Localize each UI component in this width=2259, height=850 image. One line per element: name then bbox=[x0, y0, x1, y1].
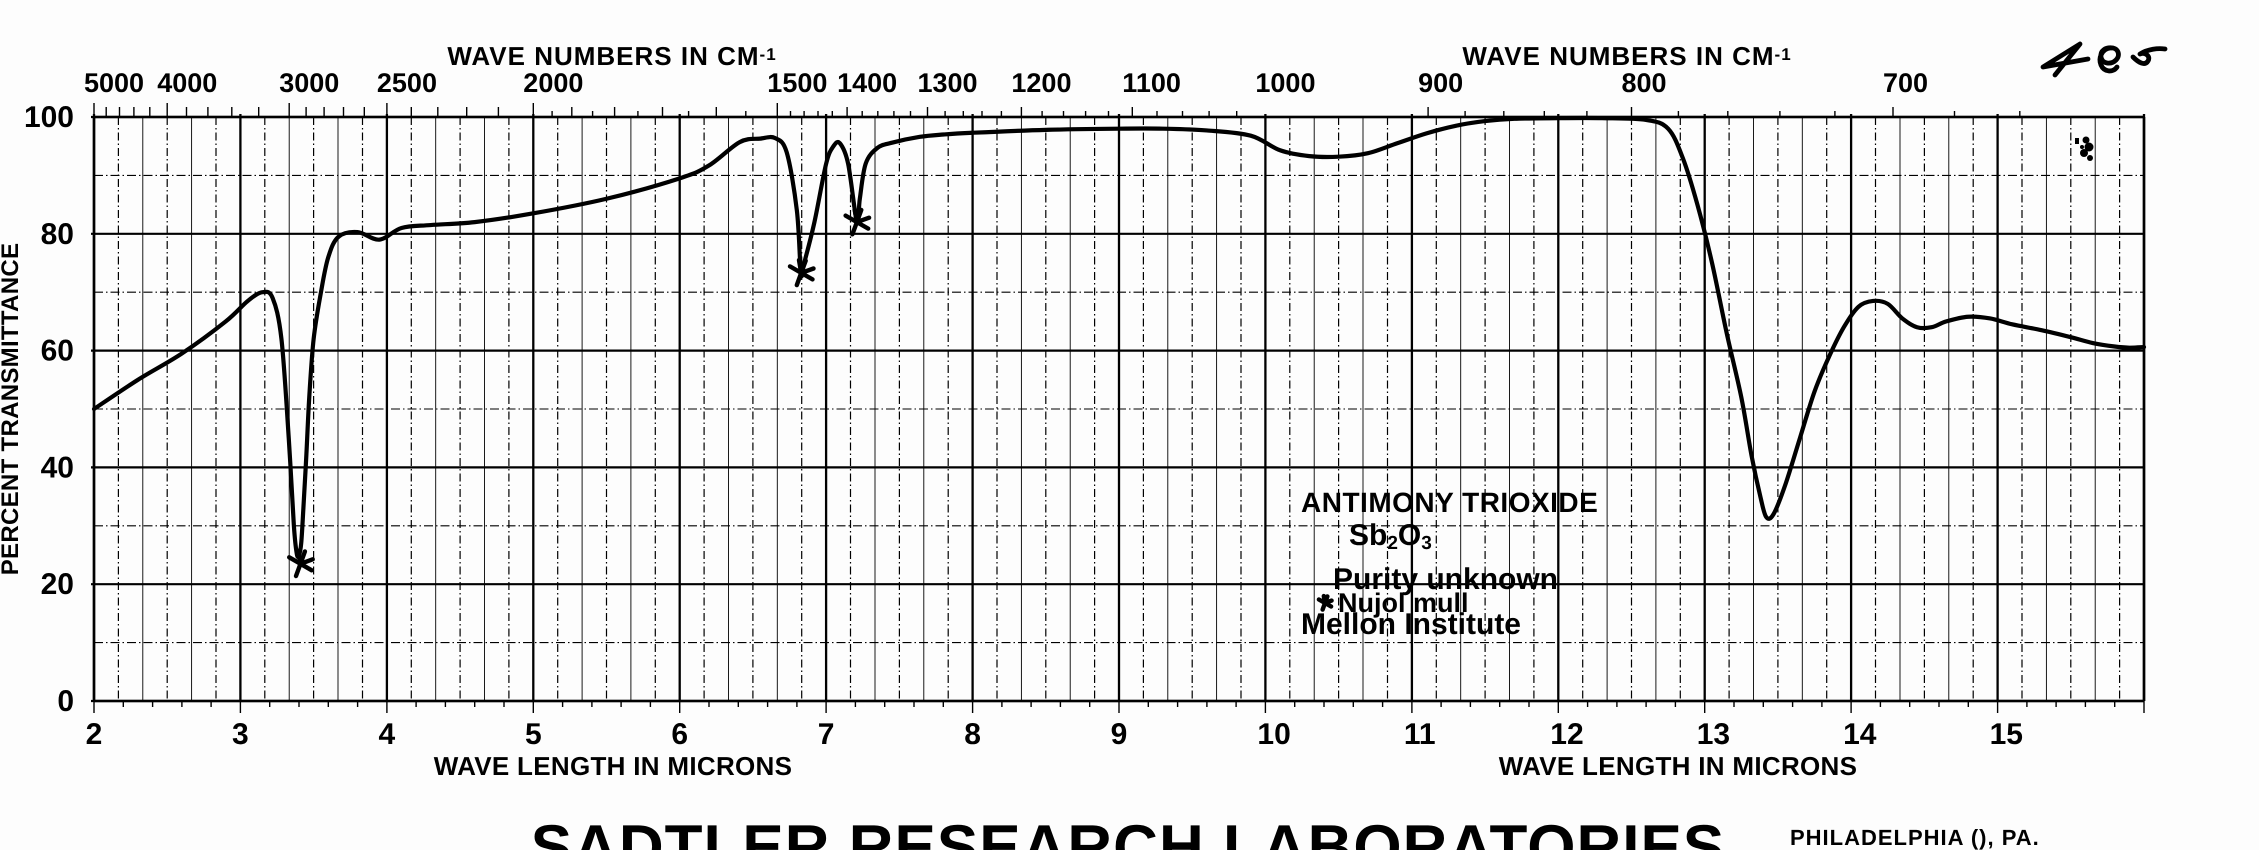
svg-text:6: 6 bbox=[671, 718, 688, 751]
svg-text:1200: 1200 bbox=[1011, 68, 1071, 98]
svg-text:5: 5 bbox=[525, 718, 542, 751]
svg-text:900: 900 bbox=[1418, 68, 1463, 98]
svg-text:WAVE LENGTH IN MICRONS: WAVE LENGTH IN MICRONS bbox=[1499, 751, 1858, 781]
svg-text:800: 800 bbox=[1622, 68, 1667, 98]
svg-text:0: 0 bbox=[57, 685, 74, 718]
svg-text:60: 60 bbox=[41, 335, 74, 368]
svg-text:8: 8 bbox=[964, 718, 981, 751]
svg-text:1000: 1000 bbox=[1255, 68, 1315, 98]
svg-text:3000: 3000 bbox=[279, 68, 339, 98]
svg-text:10: 10 bbox=[1257, 718, 1290, 751]
svg-text:4: 4 bbox=[379, 718, 396, 751]
svg-text:ANTIMONY TRIOXIDE: ANTIMONY TRIOXIDE bbox=[1301, 487, 1598, 518]
svg-text:2: 2 bbox=[86, 718, 103, 751]
svg-text:1400: 1400 bbox=[837, 68, 897, 98]
svg-text:Mellon Institute: Mellon Institute bbox=[1301, 608, 1521, 641]
svg-text:WAVE NUMBERS IN CM-1: WAVE NUMBERS IN CM-1 bbox=[447, 41, 776, 71]
svg-text:PERCENT TRANSMITTANCE: PERCENT TRANSMITTANCE bbox=[0, 243, 24, 576]
svg-text:1500: 1500 bbox=[767, 68, 827, 98]
svg-text:SADTLER RESEARCH LABORATORIES: SADTLER RESEARCH LABORATORIES bbox=[531, 813, 1725, 850]
svg-text:2500: 2500 bbox=[377, 68, 437, 98]
svg-text:13: 13 bbox=[1697, 718, 1730, 751]
svg-text:5000: 5000 bbox=[84, 68, 144, 98]
svg-text:14: 14 bbox=[1843, 718, 1877, 751]
svg-text:100: 100 bbox=[24, 101, 74, 134]
svg-text:WAVE NUMBERS IN CM-1: WAVE NUMBERS IN CM-1 bbox=[1462, 41, 1791, 71]
svg-text:2000: 2000 bbox=[523, 68, 583, 98]
svg-text:4000: 4000 bbox=[157, 68, 217, 98]
svg-text:80: 80 bbox=[41, 218, 74, 251]
svg-text:1100: 1100 bbox=[1122, 68, 1181, 98]
svg-text:1300: 1300 bbox=[918, 68, 978, 98]
svg-text:20: 20 bbox=[41, 568, 74, 601]
svg-text:WAVE LENGTH IN MICRONS: WAVE LENGTH IN MICRONS bbox=[434, 751, 793, 781]
svg-text:12: 12 bbox=[1550, 718, 1583, 751]
svg-text:9: 9 bbox=[1111, 718, 1128, 751]
svg-text:3: 3 bbox=[232, 718, 249, 751]
svg-text:15: 15 bbox=[1990, 718, 2023, 751]
svg-text:PHILADELPHIA (), PA.: PHILADELPHIA (), PA. bbox=[1790, 825, 2040, 850]
svg-text:40: 40 bbox=[41, 451, 74, 484]
svg-text:700: 700 bbox=[1883, 68, 1928, 98]
svg-text:11: 11 bbox=[1404, 718, 1436, 751]
svg-text:7: 7 bbox=[818, 718, 835, 751]
